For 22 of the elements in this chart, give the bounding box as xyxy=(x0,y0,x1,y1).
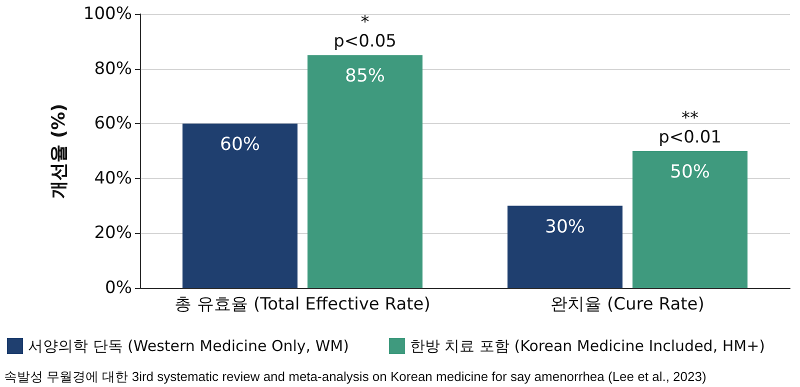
data-label: 50% xyxy=(670,162,710,182)
bar xyxy=(182,124,298,288)
bar xyxy=(508,206,622,288)
y-tick-label: 100% xyxy=(83,4,132,24)
y-tick-label: 80% xyxy=(94,58,132,79)
y-tick-label: 20% xyxy=(94,223,132,244)
text: 속발성 무월경에 대한 3ird systematic review and meta-analysis on Korean medicine for say amenorrhea (Lee et al., 2023) xyxy=(4,369,706,384)
y-axis-title: 개선율 (%) xyxy=(48,104,70,198)
annotation: * p<0.05 xyxy=(334,12,396,52)
legend-label: 한방 치료 포함 (Korean Medicine Included, HM+) xyxy=(410,337,766,355)
x-tick-label: 총 유효율 (Total Effective Rate) xyxy=(174,294,430,314)
y-tick-label: 40% xyxy=(94,168,132,188)
x-tick-label: 완치율 (Cure Rate) xyxy=(550,294,704,314)
bar xyxy=(308,55,422,288)
annotation: ** p<0.01 xyxy=(658,108,722,148)
y-tick-label: 60% xyxy=(94,114,132,134)
legend-label: 서양의학 단독 (Western Medicine Only, WM) xyxy=(28,337,349,355)
data-label: 30% xyxy=(544,216,586,238)
data-label: 85% xyxy=(344,66,386,87)
y-tick-label: 0% xyxy=(105,278,132,298)
bar xyxy=(632,151,748,288)
data-label: 60% xyxy=(220,134,260,156)
